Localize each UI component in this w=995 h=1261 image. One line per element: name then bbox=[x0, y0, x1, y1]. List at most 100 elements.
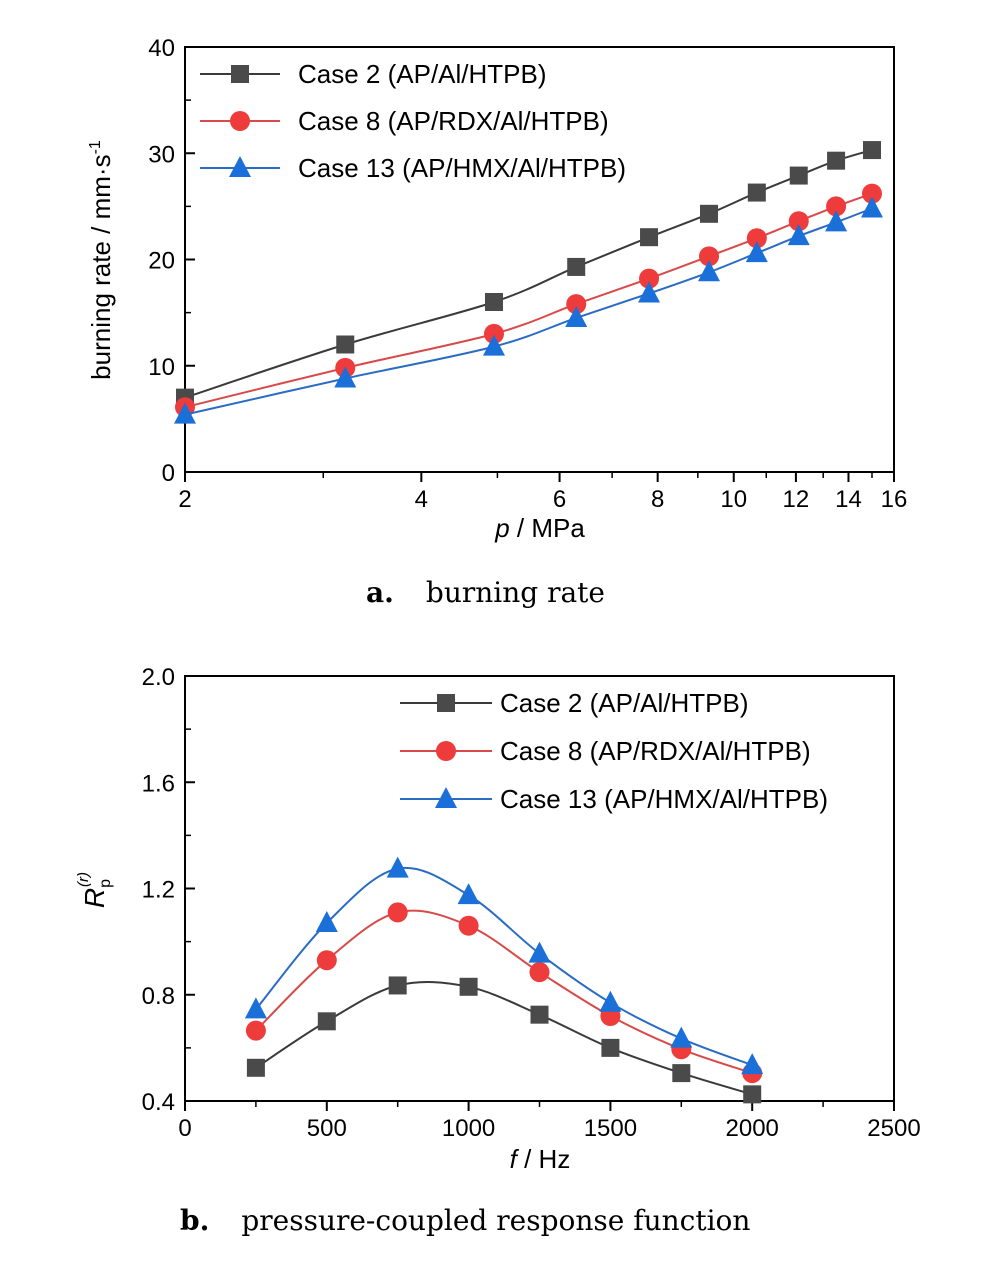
x-tick-label: 1000 bbox=[442, 1115, 495, 1142]
data-point-circle bbox=[483, 323, 504, 344]
series-group-a bbox=[174, 141, 883, 424]
series-group-b bbox=[244, 856, 764, 1104]
x-axis-label-b-var: f bbox=[510, 1144, 520, 1174]
data-point-square bbox=[388, 976, 407, 995]
series-case2 bbox=[176, 141, 881, 407]
series-case13 bbox=[174, 196, 883, 424]
data-point-triangle bbox=[315, 911, 338, 933]
y-axis-label-b-sub: p bbox=[97, 879, 114, 888]
data-point-triangle bbox=[745, 241, 768, 263]
data-point-square bbox=[743, 1085, 762, 1104]
y-tick-label: 0.4 bbox=[142, 1089, 175, 1116]
data-point-square bbox=[567, 257, 586, 276]
chart-response-function: 0.4 0.8 1.2 1.6 2.0 0 500 1000 1500 2000 2500 Cas… bbox=[75, 664, 921, 1237]
series-case2 bbox=[246, 976, 762, 1104]
x-tick-label: 10 bbox=[720, 486, 747, 513]
data-point-square bbox=[530, 1005, 549, 1024]
legend-label: Case 8 (AP/RDX/Al/HTPB) bbox=[500, 736, 811, 766]
x-tick-label: 2500 bbox=[867, 1115, 920, 1142]
x-ticks-b: 0 500 1000 1500 2000 2500 bbox=[178, 1101, 921, 1142]
data-point-circle bbox=[387, 902, 408, 923]
x-tick-label: 2 bbox=[178, 486, 191, 513]
data-point-circle bbox=[566, 294, 587, 315]
x-tick-label: 500 bbox=[307, 1115, 347, 1142]
data-point-triangle bbox=[825, 210, 848, 232]
caption-b-letter: b. bbox=[180, 1204, 209, 1237]
data-point-triangle bbox=[670, 1026, 693, 1048]
x-tick-label: 1500 bbox=[584, 1115, 637, 1142]
x-tick-label: 0 bbox=[178, 1115, 191, 1142]
legend-marker-square bbox=[437, 694, 455, 712]
data-point-triangle bbox=[174, 402, 196, 424]
y-axis-label-a-sup: -1 bbox=[87, 140, 104, 154]
data-point-square bbox=[336, 335, 355, 354]
legend-marker-circle bbox=[436, 741, 456, 761]
y-axis-label-a-text: burning rate / mm·s bbox=[86, 154, 116, 379]
data-point-square bbox=[484, 293, 503, 311]
x-tick-label: 14 bbox=[835, 486, 862, 513]
y-tick-label: 0.8 bbox=[142, 983, 175, 1010]
data-point-triangle bbox=[787, 224, 810, 246]
y-axis-label-b-main: R bbox=[79, 888, 110, 908]
x-axis-label-a: p / MPa bbox=[494, 513, 585, 543]
series-line bbox=[184, 149, 873, 399]
data-point-square bbox=[700, 204, 719, 223]
data-point-square bbox=[862, 141, 881, 160]
data-point-square bbox=[827, 151, 846, 170]
data-point-triangle bbox=[698, 260, 721, 282]
data-point-triangle bbox=[741, 1053, 764, 1075]
caption-a-letter: a. bbox=[366, 576, 394, 609]
x-tick-label: 2000 bbox=[726, 1115, 779, 1142]
data-point-circle bbox=[316, 950, 337, 971]
legend-entry: Case 13 (AP/HMX/Al/HTPB) bbox=[400, 784, 828, 814]
legend-label: Case 2 (AP/Al/HTPB) bbox=[500, 688, 749, 718]
legend-entry: Case 8 (AP/RDX/Al/HTPB) bbox=[200, 106, 609, 136]
series-line bbox=[184, 207, 873, 416]
series-case13 bbox=[244, 856, 764, 1075]
data-point-circle bbox=[826, 196, 847, 217]
legend-entry: Case 13 (AP/HMX/Al/HTPB) bbox=[200, 153, 626, 183]
data-point-square bbox=[459, 977, 478, 996]
legend-label: Case 13 (AP/HMX/Al/HTPB) bbox=[298, 153, 626, 183]
data-point-circle bbox=[458, 915, 479, 936]
y-tick-label: 2.0 bbox=[142, 664, 175, 691]
data-point-triangle bbox=[638, 281, 661, 303]
x-tick-label: 16 bbox=[881, 486, 908, 513]
legend-marker-circle bbox=[230, 111, 250, 131]
legend-label: Case 13 (AP/HMX/Al/HTPB) bbox=[500, 784, 828, 814]
x-ticks-a: 2 4 6 8 10 12 14 16 bbox=[178, 472, 907, 513]
y-tick-label: 1.2 bbox=[142, 877, 175, 904]
legend-label: Case 8 (AP/RDX/Al/HTPB) bbox=[298, 106, 609, 136]
x-tick-label: 12 bbox=[783, 486, 810, 513]
legend-entry: Case 8 (AP/RDX/Al/HTPB) bbox=[400, 736, 811, 766]
y-tick-label: 10 bbox=[148, 354, 175, 381]
y-tick-label: 0 bbox=[162, 460, 175, 487]
data-point-triangle bbox=[457, 883, 480, 905]
y-tick-label: 20 bbox=[148, 248, 175, 275]
x-tick-label: 6 bbox=[553, 486, 566, 513]
data-point-triangle bbox=[599, 990, 622, 1012]
legend-marker-triangle bbox=[229, 156, 251, 177]
x-axis-label-a-var: p bbox=[494, 513, 509, 543]
data-point-triangle bbox=[386, 856, 409, 878]
y-tick-label: 40 bbox=[148, 35, 175, 62]
data-point-square bbox=[640, 228, 659, 247]
caption-a: a. burning rate bbox=[366, 576, 605, 609]
legend-entry: Case 2 (AP/Al/HTPB) bbox=[400, 688, 749, 718]
caption-b-text: pressure-coupled response function bbox=[241, 1204, 750, 1237]
data-point-circle bbox=[639, 268, 660, 289]
y-tick-label: 30 bbox=[148, 141, 175, 168]
data-point-circle bbox=[788, 211, 809, 232]
y-tick-label: 1.6 bbox=[142, 770, 175, 797]
x-tick-label: 8 bbox=[651, 486, 664, 513]
data-point-triangle bbox=[244, 997, 267, 1019]
legend-entry: Case 2 (AP/Al/HTPB) bbox=[200, 59, 547, 89]
legend-label: Case 2 (AP/Al/HTPB) bbox=[298, 59, 547, 89]
y-axis-label-a: burning rate / mm·s-1 bbox=[86, 140, 116, 380]
data-point-square bbox=[789, 166, 808, 185]
y-ticks-b: 0.4 0.8 1.2 1.6 2.0 bbox=[142, 664, 195, 1116]
data-point-triangle bbox=[860, 196, 883, 218]
data-point-square bbox=[672, 1064, 691, 1083]
legend-marker-triangle bbox=[435, 787, 457, 808]
